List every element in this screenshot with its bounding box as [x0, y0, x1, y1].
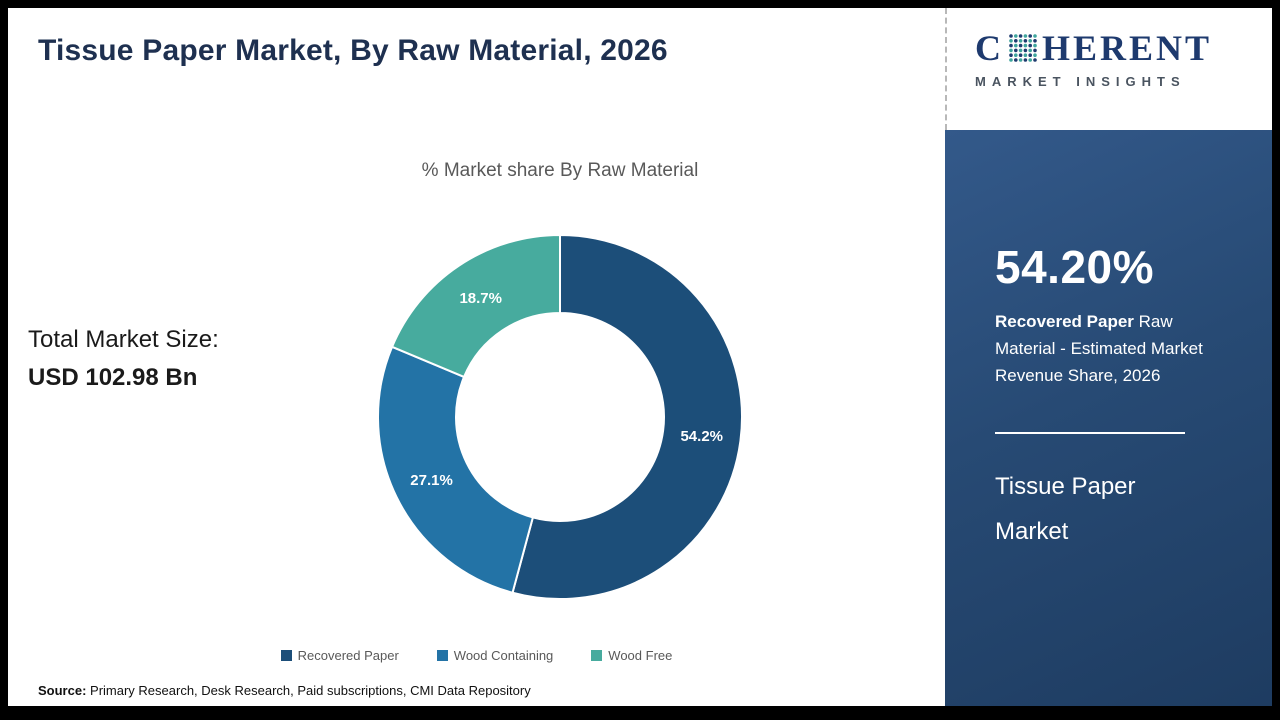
- chart-legend: Recovered Paper Wood Containing Wood Free: [8, 648, 945, 663]
- legend-item: Recovered Paper: [280, 648, 399, 663]
- chart-title: % Market share By Raw Material: [421, 160, 699, 181]
- legend-label: Wood Containing: [453, 648, 554, 663]
- slice-label: 27.1%: [410, 472, 453, 489]
- side-panel: 54.20% Recovered Paper Raw Material - Es…: [945, 130, 1272, 706]
- source-text: Primary Research, Desk Research, Paid su…: [86, 683, 531, 698]
- donut-chart-svg: 54.2% 27.1% 18.7%: [377, 233, 743, 600]
- logo-letters-rest: HERENT: [1042, 28, 1213, 68]
- right-column: C HERENT MARKET INSIGHTS 54.20% Recovere…: [945, 8, 1272, 706]
- logo-letter-c: C: [975, 28, 1004, 68]
- logo-dot-globe-icon: [1009, 34, 1037, 62]
- legend-swatch: [591, 650, 603, 661]
- donut-slice-wood-containing: [377, 345, 535, 594]
- panel-description-rest: Raw Material - Estimated Market Revenue …: [995, 312, 1203, 386]
- legend-swatch: [280, 650, 292, 661]
- logo-tagline: MARKET INSIGHTS: [975, 74, 1186, 89]
- panel-description: Recovered Paper Raw Material - Estimated…: [995, 308, 1220, 390]
- source-label: Source:: [38, 683, 87, 698]
- total-market-size-label: Total Market Size:: [28, 326, 219, 353]
- panel-divider: [995, 431, 1185, 434]
- logo: C HERENT MARKET INSIGHTS: [945, 8, 1272, 130]
- donut-slice-wood-free: [390, 233, 561, 379]
- slice-label: 54.2%: [680, 428, 723, 445]
- total-market-size-value: USD 102.98 Bn: [28, 364, 198, 391]
- page-title: Tissue Paper Market, By Raw Material, 20…: [38, 34, 668, 67]
- slice-label: 18.7%: [459, 290, 502, 307]
- legend-item: Wood Containing: [436, 648, 554, 663]
- logo-brand-row: C HERENT: [975, 30, 1272, 66]
- legend-label: Wood Free: [608, 648, 673, 663]
- legend-swatch: [436, 650, 448, 661]
- legend-label: Recovered Paper: [297, 648, 399, 663]
- legend-item: Wood Free: [591, 648, 672, 663]
- panel-description-bold: Recovered Paper: [995, 312, 1134, 331]
- panel-headline: 54.20%: [995, 241, 1155, 293]
- panel-footer: Tissue Paper Market: [995, 472, 1136, 546]
- source-line: Source: Primary Research, Desk Research,…: [38, 683, 531, 698]
- main-content: Tissue Paper Market, By Raw Material, 20…: [8, 8, 945, 706]
- donut-slice-recovered-paper: [511, 233, 743, 600]
- total-market-size: Total Market Size: USD 102.98 Bn: [28, 326, 219, 392]
- donut-chart: 54.2% 27.1% 18.7%: [370, 227, 750, 607]
